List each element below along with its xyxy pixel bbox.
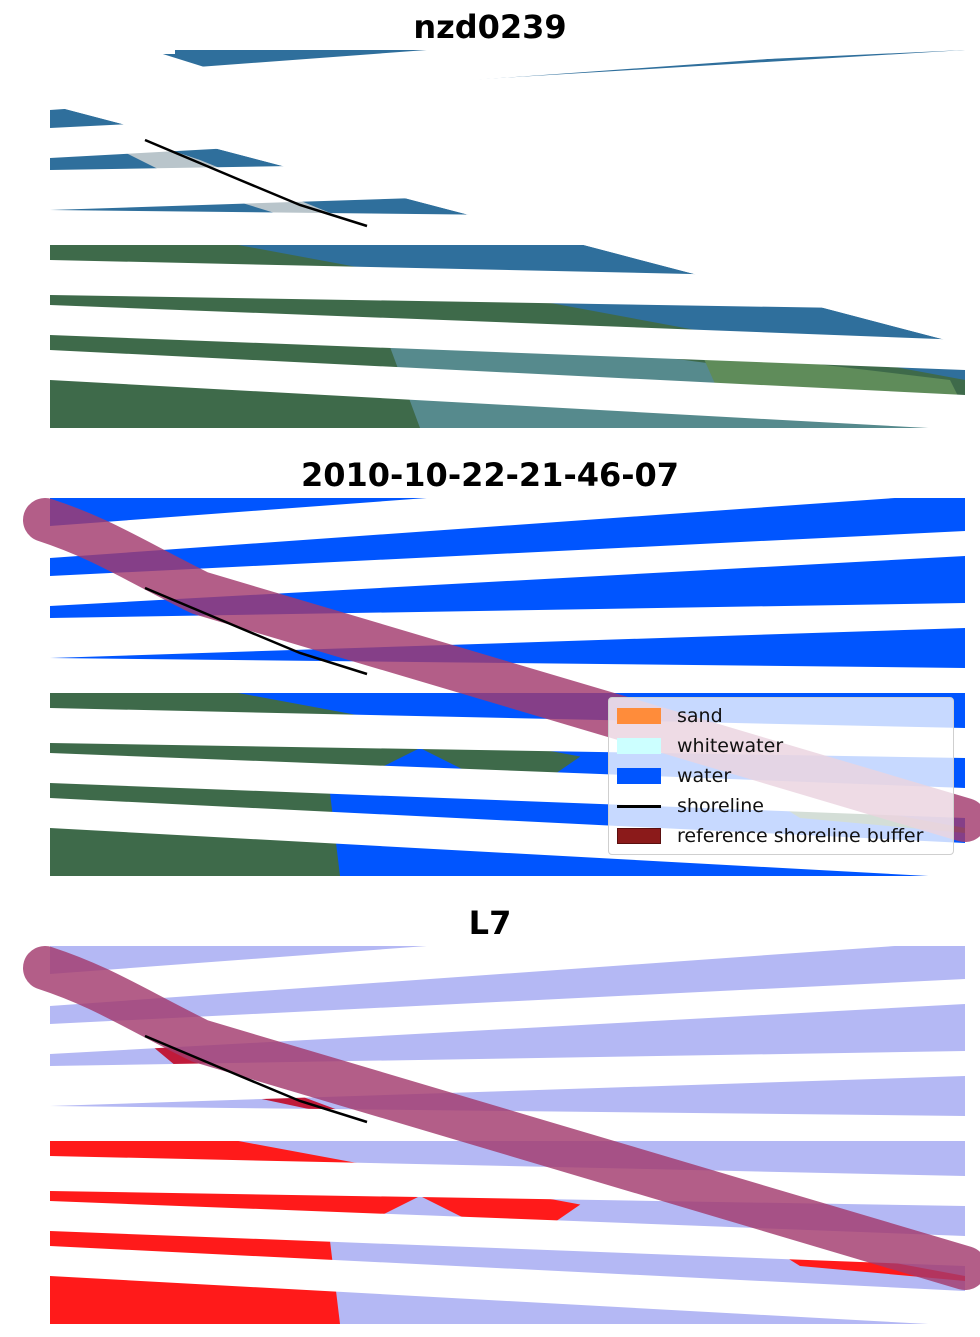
whitewater-swatch <box>617 738 661 754</box>
legend-label: water <box>677 765 732 787</box>
rgb-image-panel <box>0 50 980 430</box>
buffer-swatch <box>617 828 661 844</box>
legend-item-buffer: reference shoreline buffer <box>617 822 923 850</box>
legend-item-sand: sand <box>617 702 723 730</box>
reference-shoreline-buffer <box>23 498 980 842</box>
shoreline-line <box>144 1034 368 1124</box>
legend: sand whitewater water shoreline referenc… <box>608 697 954 855</box>
legend-label: sand <box>677 705 723 727</box>
legend-label: reference shoreline buffer <box>677 825 924 847</box>
water-swatch <box>617 768 661 784</box>
legend-item-whitewater: whitewater <box>617 732 783 760</box>
legend-item-water: water <box>617 762 731 790</box>
legend-label: whitewater <box>677 735 784 757</box>
legend-label: shoreline <box>677 795 764 817</box>
shoreline-swatch <box>617 804 661 808</box>
image-title: nzd0239 <box>413 8 567 46</box>
sensor-title: L7 <box>468 904 512 942</box>
legend-item-shoreline: shoreline <box>617 792 764 820</box>
reference-shoreline-buffer <box>23 946 980 1290</box>
sand-swatch <box>617 708 661 724</box>
index-image-panel <box>0 946 980 1326</box>
shoreline-line <box>144 586 368 676</box>
classified-title: 2010-10-22-21-46-07 <box>300 456 680 494</box>
shoreline-line <box>144 138 368 228</box>
